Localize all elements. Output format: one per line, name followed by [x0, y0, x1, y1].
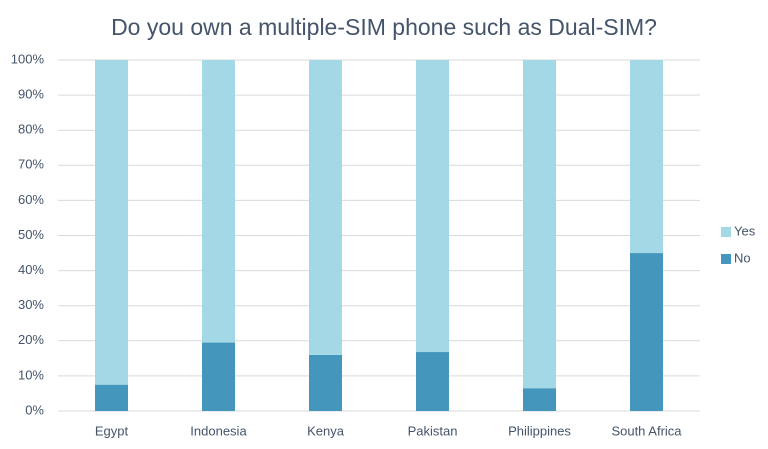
bar-segment — [95, 60, 128, 385]
legend-swatch — [721, 227, 731, 237]
bar-segment — [202, 342, 235, 411]
legend-swatch — [721, 254, 731, 264]
y-tick-label: 30% — [18, 297, 44, 312]
legend-label: Yes — [734, 223, 756, 238]
legend-label: No — [734, 250, 751, 265]
x-tick-label: Philippines — [508, 423, 571, 438]
y-tick-label: 40% — [18, 262, 44, 277]
y-tick-label: 80% — [18, 122, 44, 137]
y-tick-label: 90% — [18, 87, 44, 102]
x-tick-label: South Africa — [611, 423, 682, 438]
bar-segment — [416, 60, 449, 353]
y-tick-label: 100% — [11, 51, 45, 66]
y-tick-label: 50% — [18, 227, 44, 242]
y-tick-label: 10% — [18, 367, 44, 382]
y-tick-label: 0% — [25, 402, 44, 417]
chart-title: Do you own a multiple-SIM phone such as … — [111, 14, 657, 40]
x-tick-label: Kenya — [307, 423, 345, 438]
bar-segment — [523, 60, 556, 389]
bar-segment — [309, 60, 342, 355]
bar-segment — [309, 354, 342, 411]
y-tick-label: 60% — [18, 192, 44, 207]
bar-segment — [630, 253, 663, 411]
bar-segment — [202, 60, 235, 343]
x-tick-label: Egypt — [95, 423, 129, 438]
y-tick-label: 20% — [18, 332, 44, 347]
bar-segment — [95, 384, 128, 411]
x-tick-label: Pakistan — [408, 423, 458, 438]
bar-segment — [416, 352, 449, 411]
bar-segment — [630, 60, 663, 254]
x-tick-label: Indonesia — [190, 423, 247, 438]
y-tick-label: 70% — [18, 157, 44, 172]
bar-segment — [523, 388, 556, 411]
